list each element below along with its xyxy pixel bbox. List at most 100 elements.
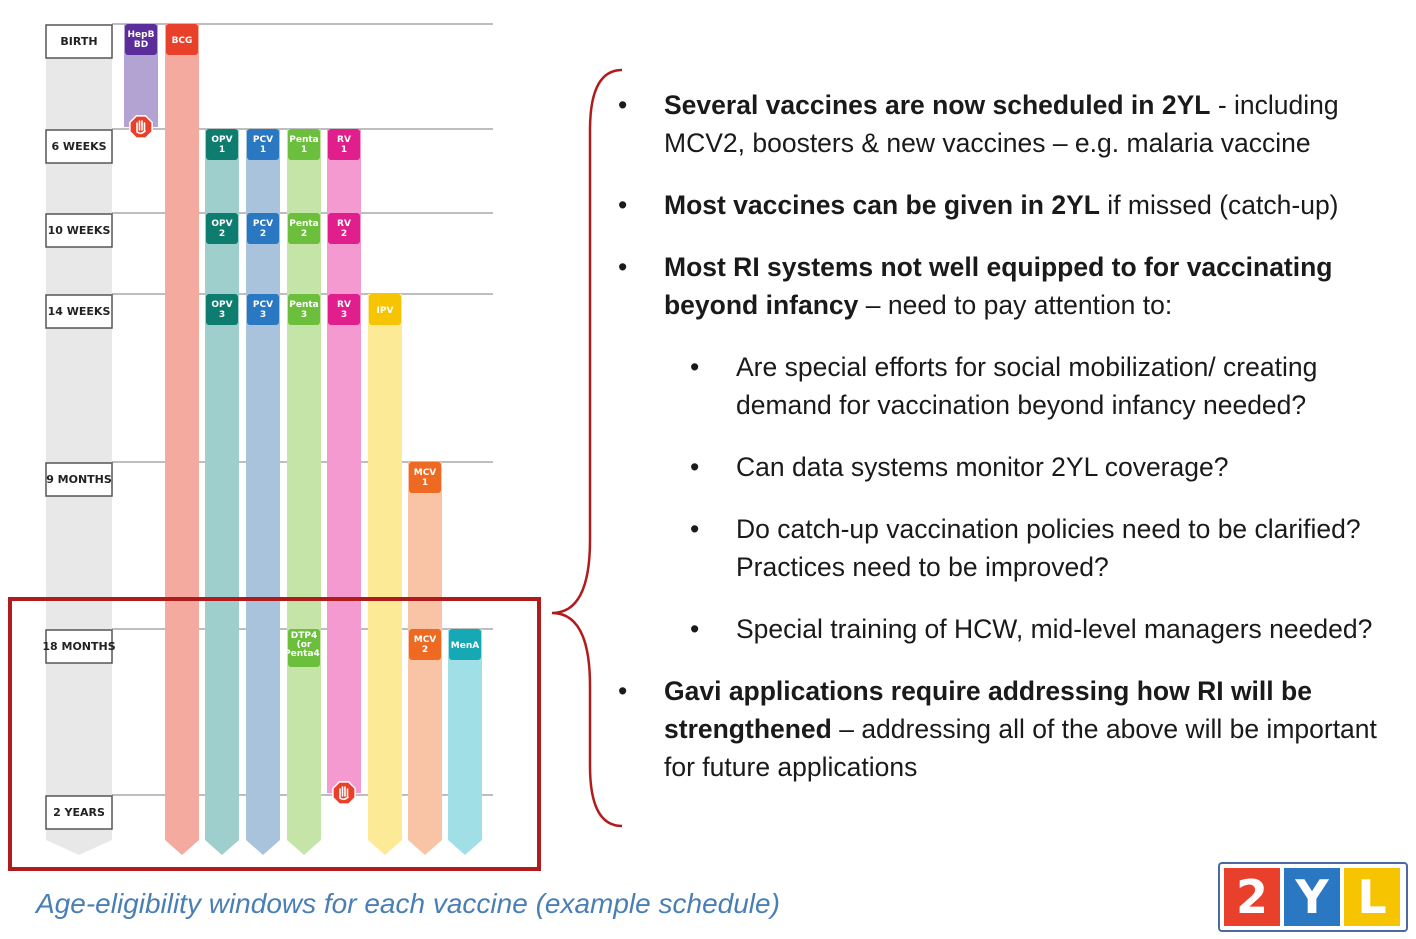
bullet-dot: •	[690, 452, 700, 482]
dose-label-pcv: 1	[260, 145, 266, 155]
dose-label-rv: 2	[341, 229, 347, 239]
dose-chip-mcv	[409, 629, 441, 660]
dose-label-penta: 2	[301, 229, 307, 239]
dose-chip-opv	[206, 294, 238, 325]
bullet-dot: •	[618, 190, 628, 220]
dose-label-pcv: PCV	[253, 135, 273, 145]
highlight-box	[8, 597, 541, 871]
dose-label-rv: 3	[341, 310, 347, 320]
dose-chip-penta	[288, 294, 320, 325]
sub-bullet-item: • Can data systems monitor 2YL coverage?	[616, 448, 1406, 486]
strip-ipv	[368, 294, 402, 855]
dose-chip-pcv	[247, 294, 279, 325]
dose-label-opv: OPV	[211, 300, 232, 310]
dose-label-pcv: 3	[260, 310, 266, 320]
logo-tile: Y	[1284, 868, 1340, 926]
age-label: 10 WEEKS	[48, 224, 111, 237]
bullet-text: - including MCV2, boosters & new vaccine…	[664, 90, 1339, 158]
dose-label-opv: OPV	[211, 219, 232, 229]
dose-label-penta: Penta	[289, 219, 318, 229]
dose-chip-penta	[288, 213, 320, 244]
bullet-dot: •	[690, 514, 700, 544]
dose-chip-rv	[328, 213, 360, 244]
age-label: 6 WEEKS	[51, 140, 106, 153]
dose-chip-mena	[449, 629, 481, 660]
brace-connector	[551, 68, 623, 828]
dose-label-mcv: MCV	[414, 468, 437, 478]
dose-label-mcv: 2	[422, 645, 428, 655]
age-label-box	[45, 294, 113, 329]
stop-hand-icon	[129, 115, 153, 139]
dose-label-penta: Penta4)	[284, 649, 324, 659]
bullet-dot: •	[690, 352, 700, 382]
bullet-text: Do catch-up vaccination policies need to…	[736, 514, 1361, 582]
dose-label-mena: MenA	[451, 641, 479, 651]
dose-label-hepb: BD	[134, 40, 148, 50]
bullet-bold-text: Several vaccines are now scheduled in 2Y…	[664, 90, 1211, 120]
bullet-bold-text: Gavi applications require addressing how…	[664, 676, 1312, 744]
age-label: 14 WEEKS	[48, 305, 111, 318]
dose-chip-mcv	[409, 462, 441, 493]
dose-chip-penta	[288, 629, 320, 667]
dose-label-rv: 1	[341, 145, 347, 155]
dose-label-penta: 3	[301, 310, 307, 320]
dose-label-penta: Penta	[289, 135, 318, 145]
bullet-dot: •	[618, 252, 628, 282]
dose-label-hepb: HepB	[128, 30, 155, 40]
dose-label-opv: OPV	[211, 135, 232, 145]
dose-chip-rv	[328, 294, 360, 325]
bullet-item: • Most RI systems not well equipped to fo…	[616, 248, 1406, 324]
stop-octagon	[129, 115, 153, 139]
dose-label-rv: RV	[337, 219, 351, 229]
age-label-box	[45, 129, 113, 164]
bullet-dot: •	[618, 676, 628, 706]
bullet-item: • Several vaccines are now scheduled in 2…	[616, 86, 1406, 162]
dose-label-opv: 2	[219, 229, 225, 239]
bullet-dot: •	[618, 90, 628, 120]
stop-hand-icon	[332, 781, 356, 805]
age-label: 18 MONTHS	[42, 640, 115, 653]
key-points-list: • Several vaccines are now scheduled in 2…	[616, 86, 1406, 810]
vaccine-ipv: IPV	[368, 294, 402, 855]
dose-label-bcg: BCG	[172, 36, 193, 46]
bullet-text: – need to pay attention to:	[858, 290, 1173, 320]
dose-label-rv: RV	[337, 135, 351, 145]
dose-label-ipv: IPV	[377, 306, 394, 316]
sub-bullet-item: • Are special efforts for social mobiliza…	[616, 348, 1406, 424]
strip-bcg	[165, 24, 199, 855]
sub-bullet-item: • Do catch-up vaccination policies need t…	[616, 510, 1406, 586]
dose-label-penta: (or	[297, 640, 312, 650]
age-label-box	[45, 462, 113, 497]
bullet-text: Are special efforts for social mobilizat…	[736, 352, 1318, 420]
bullet-text: Special training of HCW, mid-level manag…	[736, 614, 1373, 644]
caption: Age-eligibility windows for each vaccine…	[36, 888, 780, 919]
dose-label-mcv: MCV	[414, 635, 437, 645]
dose-chip-pcv	[247, 213, 279, 244]
bullet-bold-text: Most vaccines can be given in 2YL	[664, 190, 1100, 220]
dose-chip-pcv	[247, 129, 279, 160]
sub-bullet-item: • Special training of HCW, mid-level mana…	[616, 610, 1406, 648]
dose-label-opv: 3	[219, 310, 225, 320]
dose-chip-bcg	[166, 24, 198, 55]
vaccine-bcg: BCG	[165, 24, 199, 855]
dose-label-pcv: PCV	[253, 219, 273, 229]
dose-label-pcv: PCV	[253, 300, 273, 310]
vaccine-mena: MenA	[448, 629, 482, 855]
bullet-dot: •	[690, 614, 700, 644]
bullet-text: Can data systems monitor 2YL coverage?	[736, 452, 1229, 482]
bullet-bold-text: Most RI systems not well equipped to for…	[664, 252, 1333, 320]
age-label: BIRTH	[60, 35, 97, 48]
dose-label-mcv: 1	[422, 478, 428, 488]
stop-octagon	[332, 781, 356, 805]
dose-chip-opv	[206, 129, 238, 160]
dose-chip-penta	[288, 129, 320, 160]
brace-path	[551, 68, 623, 828]
dose-label-rv: RV	[337, 300, 351, 310]
